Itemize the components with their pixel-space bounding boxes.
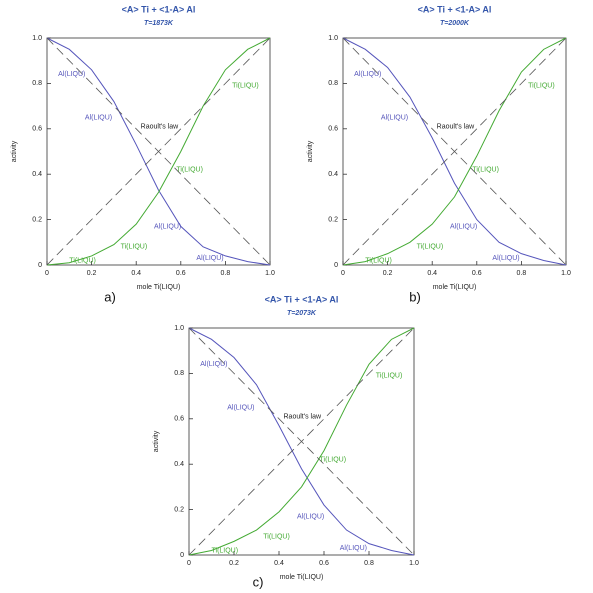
chart-title: <A> Ti + <1-A> Al <box>418 4 492 14</box>
panel-label: a) <box>104 289 116 304</box>
x-axis-label: mole Ti(LIQU) <box>280 574 324 581</box>
x-tick-label: 0.2 <box>87 270 97 277</box>
chart-title: <A> Ti + <1-A> Al <box>265 294 339 304</box>
annotation: Ti(LIQU) <box>376 373 403 380</box>
x-tick-label: 0 <box>187 560 191 567</box>
x-axis-label: mole Ti(LIQU) <box>433 284 477 291</box>
x-tick-label: 0.8 <box>364 560 374 567</box>
x-tick-label: 0 <box>341 270 345 277</box>
chart-subtitle: T=2000K <box>440 20 470 27</box>
y-axis-label: activity <box>307 140 314 162</box>
annotation: Al(LIQU) <box>354 71 381 78</box>
annotation: Al(LIQU) <box>297 513 324 520</box>
annotation: Al(LIQU) <box>450 223 477 230</box>
x-tick-label: 0 <box>45 270 49 277</box>
annotation: Raoult's law <box>437 123 475 130</box>
x-tick-label: 0.4 <box>274 560 284 567</box>
y-tick-label: 0.8 <box>174 370 184 377</box>
panel-label: b) <box>409 289 421 304</box>
y-axis-label: activity <box>153 430 160 452</box>
annotation: Ti(LIQU) <box>232 83 259 90</box>
y-tick-label: 0.4 <box>32 171 42 178</box>
curve <box>188 327 415 556</box>
annotation: Ti(LIQU) <box>365 257 392 264</box>
y-tick-label: 0 <box>180 552 184 559</box>
annotation: Ti(LIQU) <box>263 534 290 541</box>
x-tick-label: 0.6 <box>472 270 482 277</box>
annotation: Al(LIQU) <box>196 255 223 262</box>
annotation: Al(LIQU) <box>492 255 519 262</box>
chart-subtitle: T=1873K <box>144 20 174 27</box>
annotation: Ti(LIQU) <box>69 257 96 264</box>
annotation: Raoult's law <box>141 123 179 130</box>
annotation: Ti(LIQU) <box>212 547 239 554</box>
annotation: Raoult's law <box>284 413 322 420</box>
plot-frame <box>188 327 415 556</box>
chart-title: <A> Ti + <1-A> Al <box>122 4 196 14</box>
annotation: Ti(LIQU) <box>528 83 555 90</box>
y-tick-label: 1.0 <box>328 35 338 42</box>
plot-frame <box>342 37 567 266</box>
curve <box>46 37 271 266</box>
annotation: Al(LIQU) <box>340 545 367 552</box>
x-axis-label: mole Ti(LIQU) <box>137 284 181 291</box>
curve <box>46 37 271 266</box>
y-tick-label: 1.0 <box>32 35 42 42</box>
annotation: Ti(LIQU) <box>121 244 148 251</box>
annotation: Ti(LIQU) <box>417 244 444 251</box>
x-tick-label: 1.0 <box>409 560 419 567</box>
y-tick-label: 0.8 <box>32 80 42 87</box>
annotation: Al(LIQU) <box>154 223 181 230</box>
x-tick-label: 1.0 <box>561 270 571 277</box>
annotation: Al(LIQU) <box>381 114 408 121</box>
x-tick-label: 0.2 <box>229 560 239 567</box>
y-tick-label: 0.2 <box>174 506 184 513</box>
y-tick-label: 0.6 <box>32 126 42 133</box>
annotation: Al(LIQU) <box>85 114 112 121</box>
curve <box>46 37 271 266</box>
annotation: Al(LIQU) <box>227 404 254 411</box>
x-tick-label: 0.4 <box>131 270 141 277</box>
annotation: Ti(LIQU) <box>472 167 499 174</box>
y-axis-label: activity <box>11 140 18 162</box>
annotation: Ti(LIQU) <box>320 457 347 464</box>
curve <box>342 37 567 266</box>
y-tick-label: 0.6 <box>328 126 338 133</box>
x-tick-label: 0.8 <box>221 270 231 277</box>
y-tick-label: 0.6 <box>174 416 184 423</box>
plot-frame <box>46 37 271 266</box>
y-tick-label: 1.0 <box>174 325 184 332</box>
annotation: Al(LIQU) <box>58 71 85 78</box>
x-tick-label: 0.4 <box>427 270 437 277</box>
y-tick-label: 0.2 <box>328 216 338 223</box>
y-tick-label: 0 <box>334 262 338 269</box>
annotation: Al(LIQU) <box>200 361 227 368</box>
y-tick-label: 0.4 <box>328 171 338 178</box>
x-tick-label: 0.2 <box>383 270 393 277</box>
y-tick-label: 0.8 <box>328 80 338 87</box>
annotation: Ti(LIQU) <box>176 167 203 174</box>
curve <box>188 327 415 556</box>
x-tick-label: 0.6 <box>319 560 329 567</box>
panel-label: c) <box>253 574 264 589</box>
y-tick-label: 0.4 <box>174 461 184 468</box>
x-tick-label: 0.8 <box>517 270 527 277</box>
x-tick-label: 0.6 <box>176 270 186 277</box>
x-tick-label: 1.0 <box>265 270 275 277</box>
chart-subtitle: T=2073K <box>287 310 317 317</box>
y-tick-label: 0.2 <box>32 216 42 223</box>
curve <box>342 37 567 266</box>
curve <box>342 37 567 266</box>
y-tick-label: 0 <box>38 262 42 269</box>
curve <box>188 327 415 556</box>
